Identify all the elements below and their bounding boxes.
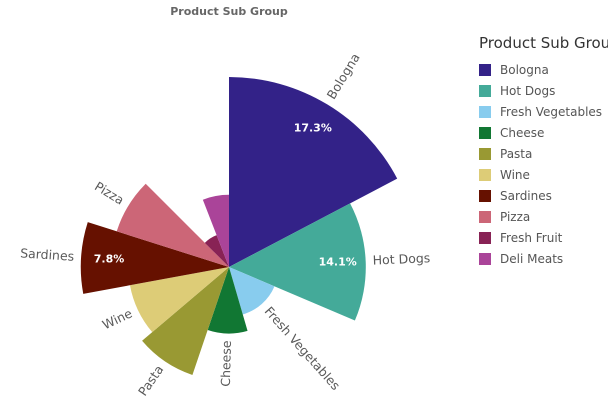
- legend-label: Cheese: [500, 125, 545, 140]
- legend-item[interactable]: Deli Meats: [479, 248, 608, 269]
- slice-sardines[interactable]: [80, 222, 229, 294]
- legend-item[interactable]: Wine: [479, 164, 608, 185]
- legend-title: Product Sub Group: [479, 34, 608, 52]
- legend-item[interactable]: Cheese: [479, 122, 608, 143]
- legend-label: Pizza: [500, 209, 531, 224]
- legend-label: Wine: [500, 167, 530, 182]
- legend-label: Sardines: [500, 188, 552, 203]
- legend-label: Pasta: [500, 146, 533, 161]
- slice-bologna[interactable]: [229, 77, 398, 267]
- slice-label: Pasta: [135, 362, 166, 398]
- slice-pasta[interactable]: [142, 267, 229, 375]
- legend-label: Fresh Vegetables: [500, 104, 603, 119]
- data-label: 14.1%: [319, 256, 357, 269]
- legend-swatch: [479, 252, 491, 265]
- slice-label: Wine: [100, 305, 135, 332]
- legend-label: Deli Meats: [500, 251, 564, 266]
- slice-wine[interactable]: [129, 267, 229, 333]
- legend-item[interactable]: Pizza: [479, 206, 608, 227]
- legend-swatch: [479, 105, 491, 118]
- legend-item[interactable]: Bologna: [479, 59, 608, 80]
- legend-swatch: [479, 231, 491, 244]
- slice-pizza[interactable]: [116, 183, 229, 267]
- legend-item[interactable]: Hot Dogs: [479, 80, 608, 101]
- chart-title: Product Sub Group: [170, 5, 288, 18]
- slice-label: Sardines: [20, 245, 75, 263]
- data-label: 7.8%: [94, 252, 125, 265]
- legend-item[interactable]: Fresh Vegetables: [479, 101, 608, 122]
- legend-swatch: [479, 126, 491, 139]
- slice-label: Hot Dogs: [372, 250, 430, 267]
- slice-cheese[interactable]: [207, 267, 248, 334]
- legend-swatch: [479, 63, 491, 76]
- legend-swatch: [479, 168, 491, 181]
- legend-item[interactable]: Fresh Fruit: [479, 227, 608, 248]
- slice-label: Bologna: [324, 50, 363, 101]
- legend-swatch: [479, 210, 491, 223]
- data-label: 17.3%: [294, 121, 332, 134]
- slice-hot-dogs[interactable]: [229, 203, 366, 321]
- legend: Product Sub Group Bologna Hot Dogs Fresh V…: [479, 34, 608, 269]
- legend-item[interactable]: Pasta: [479, 143, 608, 164]
- slice-fresh-vegetables[interactable]: [229, 267, 275, 315]
- legend-label: Hot Dogs: [500, 83, 556, 98]
- polar-area-chart: Bologna 17.3% Hot Dogs 14.1% Fresh Vegetable…: [20, 50, 431, 398]
- legend-item[interactable]: Sardines: [479, 185, 608, 206]
- slice-label: Fresh Vegetables: [262, 304, 344, 393]
- legend-swatch: [479, 147, 491, 160]
- legend-swatch: [479, 189, 491, 202]
- slice-label: Pizza: [92, 178, 127, 207]
- slice-label: Cheese: [218, 340, 234, 387]
- slice-deli-meats[interactable]: [202, 194, 229, 267]
- legend-swatch: [479, 84, 491, 97]
- legend-label: Bologna: [500, 62, 549, 77]
- legend-label: Fresh Fruit: [500, 230, 563, 245]
- slice-fresh-fruit[interactable]: [204, 235, 229, 267]
